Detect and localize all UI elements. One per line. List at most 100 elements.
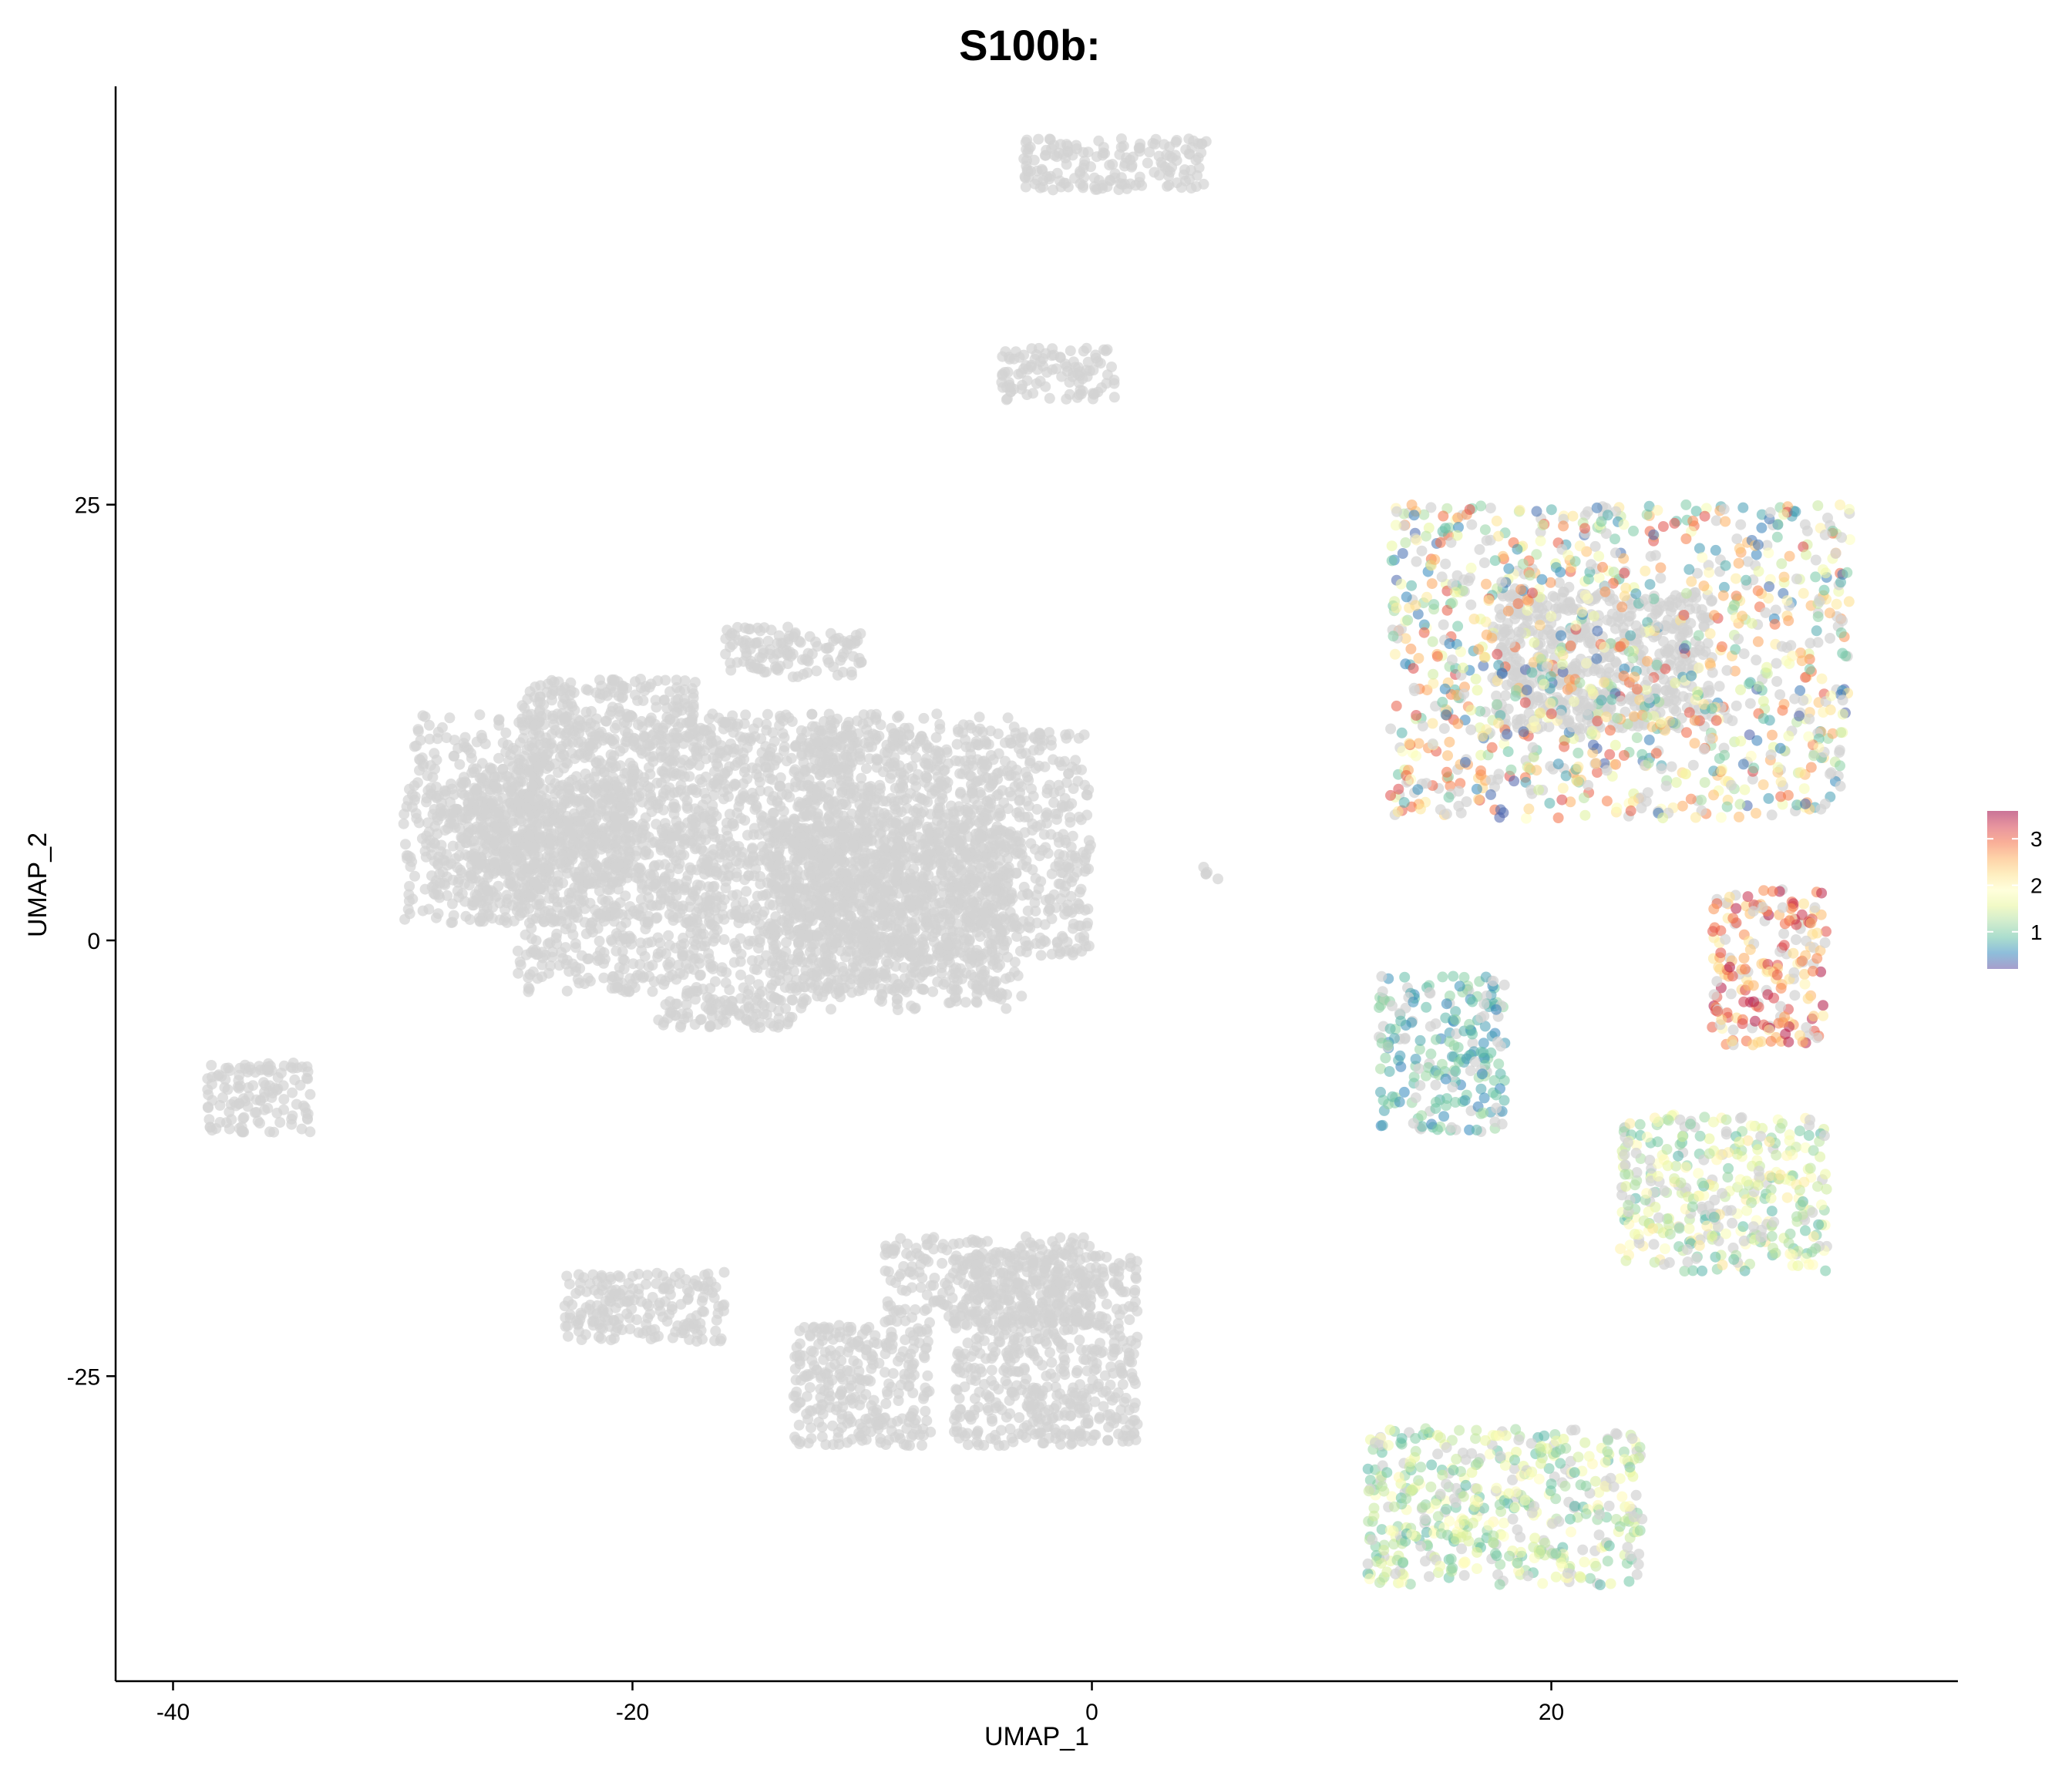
- background-cell-point: [812, 786, 823, 797]
- background-cell-point: [765, 816, 777, 827]
- background-cell-point: [893, 921, 905, 933]
- background-cell-point: [812, 930, 823, 941]
- background-cell-point: [601, 812, 613, 823]
- background-cell-point: [1022, 888, 1033, 900]
- background-cell-point: [765, 982, 776, 994]
- background-cell-point: [599, 766, 610, 778]
- background-cell-point: [735, 812, 747, 824]
- background-cell-point: [755, 733, 767, 745]
- background-cell-point: [966, 788, 977, 799]
- background-cell-point: [516, 876, 528, 888]
- background-cell-point: [809, 970, 821, 982]
- background-cell-point: [1015, 737, 1027, 748]
- background-cell-point: [950, 967, 961, 979]
- background-cell-point: [698, 809, 710, 820]
- background-cell-point: [698, 787, 710, 799]
- background-cell-point: [621, 832, 632, 843]
- background-cell-point: [600, 954, 610, 965]
- background-cell-point: [978, 906, 990, 917]
- background-cell-point: [759, 825, 771, 836]
- background-cell-point: [822, 748, 833, 759]
- background-cell-point: [910, 781, 922, 792]
- background-cell-point: [830, 910, 842, 921]
- background-cell-point: [523, 830, 535, 842]
- background-cell-point: [724, 862, 735, 873]
- background-cell-point: [927, 986, 939, 997]
- background-cell-point: [819, 948, 831, 960]
- background-cell-point: [441, 871, 452, 883]
- background-cell-point: [826, 1004, 836, 1015]
- background-cell-point: [671, 823, 683, 835]
- background-cell-point: [523, 791, 535, 802]
- background-cell-point: [974, 863, 986, 874]
- background-cell-point: [552, 876, 563, 887]
- background-cell-point: [941, 908, 953, 920]
- background-cell-point: [634, 791, 645, 802]
- background-cell-point: [584, 738, 595, 749]
- background-cell-point: [661, 702, 673, 714]
- background-cell-point: [486, 913, 498, 924]
- background-cell-point: [918, 984, 930, 995]
- background-cell-point: [1039, 919, 1051, 930]
- background-cell-point: [1020, 767, 1031, 778]
- background-cell-point: [1000, 755, 1011, 767]
- background-cell-point: [789, 627, 801, 638]
- background-cell-point: [1053, 856, 1065, 868]
- background-cell-point: [610, 821, 622, 832]
- background-cell-point: [652, 932, 664, 944]
- background-cell-point: [974, 711, 985, 723]
- background-cell-point: [698, 745, 710, 756]
- background-cell-point: [477, 829, 489, 841]
- background-cell-point: [647, 986, 658, 997]
- background-cell-point: [471, 783, 482, 795]
- background-cell-point: [933, 778, 944, 789]
- background-cell-point: [644, 762, 654, 773]
- background-cell-point: [862, 836, 873, 847]
- background-cell-point: [769, 735, 780, 747]
- background-cell-point: [779, 822, 790, 833]
- background-cell-point: [472, 894, 483, 905]
- background-cell-point: [686, 864, 697, 876]
- background-cell-point: [1030, 873, 1041, 884]
- background-cell-point: [445, 813, 456, 824]
- background-cell-point: [650, 695, 661, 706]
- background-cell-point: [466, 752, 477, 764]
- background-cell-point: [779, 741, 790, 752]
- background-cell-point: [902, 934, 913, 945]
- background-cell-point: [806, 805, 817, 816]
- background-cell-point: [642, 738, 653, 750]
- background-cell-point: [547, 710, 558, 722]
- background-cell-point: [867, 886, 879, 897]
- background-cell-point: [846, 666, 857, 678]
- background-cell-point: [1002, 803, 1014, 815]
- background-cell-point: [836, 961, 848, 973]
- background-cell-point: [471, 805, 483, 816]
- background-cell-point: [457, 778, 469, 789]
- background-cell-point: [610, 811, 621, 822]
- background-cell-point: [890, 818, 902, 829]
- background-cell-point: [873, 788, 885, 799]
- background-cell-point: [594, 885, 605, 896]
- background-cell-point: [822, 643, 833, 654]
- background-cell-point: [765, 873, 777, 884]
- background-cell-point: [547, 728, 557, 740]
- background-cell-point: [852, 950, 863, 961]
- background-cell-point: [633, 910, 644, 921]
- background-cell-point: [526, 708, 537, 720]
- background-cell-point: [773, 858, 785, 870]
- background-cell-point: [508, 915, 520, 927]
- background-cell-point: [893, 903, 905, 913]
- background-cell-point: [412, 724, 424, 735]
- background-cell-point: [651, 819, 662, 830]
- background-cell-point: [888, 829, 900, 840]
- background-cell-point: [767, 727, 779, 738]
- background-cell-point: [460, 910, 472, 922]
- background-cell-point: [442, 822, 454, 834]
- background-cell-point: [431, 912, 442, 923]
- background-cell-point: [398, 818, 409, 829]
- background-cell-point: [637, 748, 648, 759]
- background-cell-point: [758, 648, 769, 659]
- background-cell-point: [772, 664, 784, 676]
- background-cell-point: [533, 727, 545, 738]
- background-cell-point: [979, 969, 990, 980]
